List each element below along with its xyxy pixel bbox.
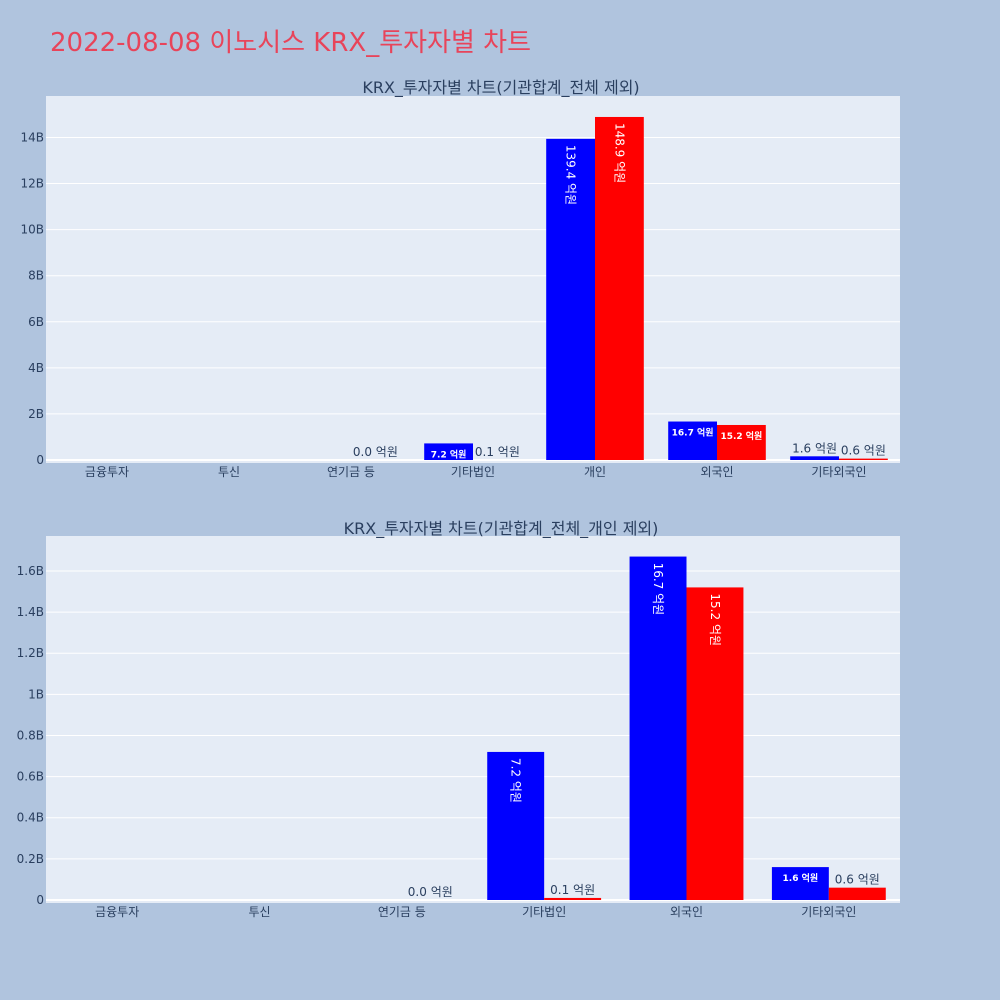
bar	[544, 897, 602, 900]
x-tick-label: 금융투자	[85, 465, 129, 479]
data-label: 7.2 억원	[509, 758, 523, 803]
data-label: 0.0 억원	[353, 445, 398, 459]
page-title: 2022-08-08 이노시스 KRX_투자자별 차트	[50, 28, 532, 58]
data-label: 7.2 억원	[431, 448, 467, 460]
y-tick-label: 1.4B	[17, 605, 44, 619]
data-label: 0.6 억원	[841, 444, 886, 458]
x-tick-label: 외국인	[700, 465, 733, 479]
y-tick-label: 2B	[28, 407, 44, 421]
bar	[771, 867, 829, 900]
plot-area	[46, 96, 900, 463]
bar	[828, 887, 886, 900]
x-tick-label: 기타법인	[451, 465, 495, 479]
x-tick-label: 연기금 등	[327, 465, 375, 479]
x-tick-label: 연기금 등	[378, 905, 426, 919]
x-tick-label: 금융투자	[95, 905, 139, 919]
data-label: 16.7 억원	[672, 427, 714, 439]
data-label: 1.6 억원	[783, 872, 819, 884]
bar	[629, 556, 687, 900]
x-tick-label: 투신	[248, 905, 270, 919]
x-tick-label: 기타외국인	[801, 905, 856, 919]
bar	[717, 424, 766, 460]
data-label: 0.6 억원	[835, 873, 880, 887]
x-tick-label: 개인	[584, 465, 606, 479]
data-label: 15.2 억원	[720, 430, 762, 442]
x-tick-label: 기타법인	[522, 905, 566, 919]
data-label: 15.2 억원	[708, 593, 722, 646]
y-tick-label: 0.2B	[17, 852, 44, 866]
bar	[668, 421, 717, 460]
data-label: 0.0 억원	[408, 885, 453, 899]
data-label: 0.1 억원	[475, 445, 520, 459]
data-label: 1.6 억원	[792, 441, 837, 455]
bar	[595, 116, 644, 461]
x-tick-label: 외국인	[670, 905, 703, 919]
chart-title: KRX_투자자별 차트(기관합계_전체 제외)	[362, 78, 639, 98]
chart-title: KRX_투자자별 차트(기관합계_전체_개인 제외)	[344, 519, 659, 539]
bar	[790, 456, 839, 460]
y-tick-label: 0.8B	[17, 728, 44, 742]
bar	[546, 138, 595, 460]
y-tick-label: 12B	[20, 177, 44, 191]
y-tick-label: 0	[36, 453, 44, 467]
y-tick-label: 0.4B	[17, 811, 44, 825]
y-tick-label: 0.6B	[17, 770, 44, 784]
x-tick-label: 투신	[218, 465, 240, 479]
data-label: 16.7 억원	[651, 563, 665, 616]
y-tick-label: 8B	[28, 269, 44, 283]
data-label: 0.1 억원	[550, 883, 595, 897]
y-tick-label: 6B	[28, 315, 44, 329]
y-tick-label: 4B	[28, 361, 44, 375]
data-label: 139.4 억원	[564, 145, 578, 205]
y-tick-label: 1.2B	[17, 646, 44, 660]
y-tick-label: 14B	[20, 130, 44, 144]
y-tick-label: 10B	[20, 223, 44, 237]
chart-1: KRX_투자자별 차트(기관합계_전체 제외) 0 2B 4B 6B 8B 10B 12B 14…	[20, 78, 900, 479]
plot-area	[46, 536, 900, 903]
data-label: 148.9 억원	[612, 123, 626, 183]
chart-2: KRX_투자자별 차트(기관합계_전체_개인 제외) 0 0.2B 0.4B 0.6B 0…	[17, 519, 900, 919]
y-tick-label: 1.6B	[17, 564, 44, 578]
bar	[424, 443, 473, 460]
y-tick-label: 0	[36, 893, 44, 907]
x-tick-label: 기타외국인	[811, 465, 866, 479]
bar	[839, 458, 888, 460]
y-tick-label: 1B	[28, 687, 44, 701]
bar	[487, 751, 545, 900]
bar	[686, 587, 744, 900]
